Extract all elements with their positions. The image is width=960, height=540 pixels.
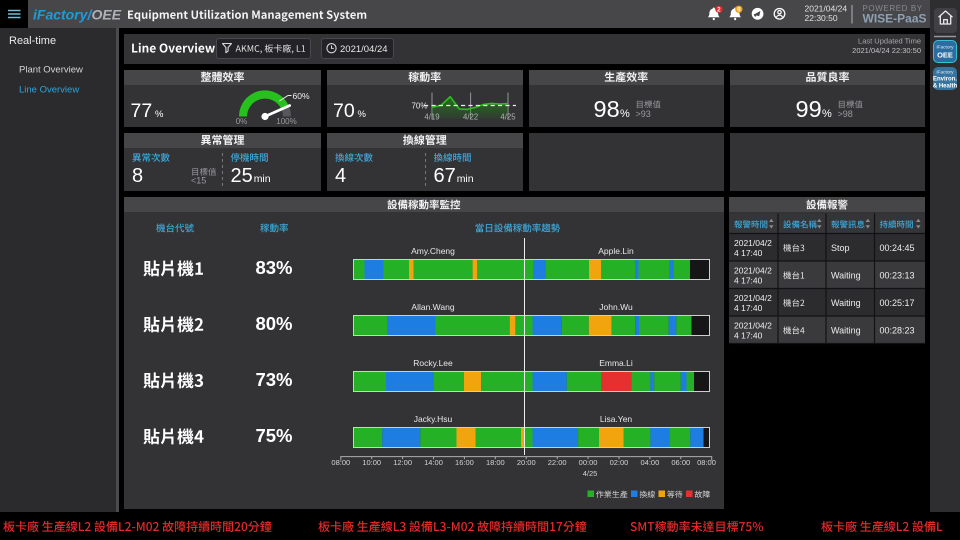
svg-text:2021/04/2: 2021/04/2 [734,293,772,303]
svg-text:08:00: 08:00 [697,458,716,467]
svg-text:Environ.: Environ. [933,77,957,83]
svg-text:min: min [254,173,271,185]
svg-text:77: 77 [131,100,153,122]
svg-text:%: % [155,109,164,120]
svg-text:25: 25 [231,165,253,187]
svg-text:75%: 75% [255,425,292,446]
svg-text:2: 2 [717,7,721,14]
svg-text:60%: 60% [293,91,310,101]
svg-text:& Health: & Health [933,84,958,90]
svg-text:4 17:40: 4 17:40 [734,248,763,258]
svg-text:Real-time: Real-time [9,35,56,47]
svg-text:22:00: 22:00 [548,458,567,467]
svg-text:iFactory/: iFactory/ [33,7,93,23]
svg-text:10:00: 10:00 [362,458,381,467]
svg-text:John.Wu: John.Wu [599,302,633,312]
svg-text:18:00: 18:00 [486,458,505,467]
svg-text:4/22: 4/22 [463,113,478,122]
svg-text:16:00: 16:00 [455,458,474,467]
svg-text:00:25:17: 00:25:17 [880,298,915,308]
svg-text:4: 4 [335,165,346,187]
svg-text:4 17:40: 4 17:40 [734,331,763,341]
svg-text:00:00: 00:00 [579,458,598,467]
svg-text:2021/04/24: 2021/04/24 [805,4,848,14]
svg-text:4/25: 4/25 [583,469,598,478]
svg-text:Stop: Stop [831,243,850,253]
svg-text:Plant Overview: Plant Overview [19,65,83,76]
svg-text:0%: 0% [236,117,248,126]
svg-text:12:00: 12:00 [393,458,412,467]
svg-text:>93: >93 [636,109,651,119]
svg-text:00:28:23: 00:28:23 [880,326,915,336]
svg-text:<15: <15 [191,176,206,186]
svg-text:WISE-PaaS: WISE-PaaS [863,12,927,26]
svg-text:4 17:40: 4 17:40 [734,303,763,313]
svg-text:%: % [822,108,832,120]
svg-text:>98: >98 [838,109,853,119]
svg-text:70%: 70% [411,102,427,111]
svg-text:00:24:45: 00:24:45 [880,243,915,253]
svg-text:POWERED BY: POWERED BY [863,4,923,13]
svg-text:67: 67 [434,165,456,187]
svg-text:Waiting: Waiting [831,298,861,308]
svg-text:%: % [358,109,367,120]
svg-text:iFactory: iFactory [936,45,954,51]
svg-text:2021/04/24 22:30:50: 2021/04/24 22:30:50 [852,46,921,55]
svg-text:98: 98 [594,96,620,122]
svg-text:14:00: 14:00 [424,458,443,467]
svg-text:100%: 100% [276,117,296,126]
svg-text:00:23:13: 00:23:13 [880,271,915,281]
svg-text:min: min [457,173,474,185]
svg-text:73%: 73% [255,369,292,390]
svg-text:2021/04/2: 2021/04/2 [734,238,772,248]
svg-text:20:00: 20:00 [517,458,536,467]
svg-text:83%: 83% [255,257,292,278]
svg-text:Line Overview: Line Overview [19,85,79,96]
svg-text:Waiting: Waiting [831,271,861,281]
svg-text:06:00: 06:00 [671,458,690,467]
svg-text:Emma.Li: Emma.Li [599,358,633,368]
svg-text:4/25: 4/25 [500,113,516,122]
svg-text:Waiting: Waiting [831,326,861,336]
svg-text:99: 99 [796,96,822,122]
svg-text:OEE: OEE [937,51,953,60]
svg-text:2021/04/24: 2021/04/24 [340,44,388,55]
svg-text:2021/04/2: 2021/04/2 [734,266,772,276]
svg-text:Amy.Cheng: Amy.Cheng [411,246,455,256]
svg-text:OEE: OEE [92,7,122,23]
svg-text:Last Updated Time: Last Updated Time [858,37,921,46]
svg-text:Apple.Lin: Apple.Lin [598,246,634,256]
svg-text:9: 9 [737,7,741,14]
svg-text:Jacky.Hsu: Jacky.Hsu [414,414,453,424]
svg-text:22:30:50: 22:30:50 [805,13,838,23]
svg-text:2021/04/2: 2021/04/2 [734,321,772,331]
svg-text:08:00: 08:00 [331,458,350,467]
svg-text:%: % [620,108,630,120]
svg-text:70: 70 [333,100,355,122]
svg-text:Allan.Wang: Allan.Wang [411,302,454,312]
svg-text:Rocky.Lee: Rocky.Lee [413,358,453,368]
svg-text:iFactory: iFactory [936,70,954,76]
svg-text:02:00: 02:00 [610,458,629,467]
svg-text:Lisa.Yen: Lisa.Yen [600,414,633,424]
svg-text:4/19: 4/19 [424,113,439,122]
svg-text:4 17:40: 4 17:40 [734,276,763,286]
svg-text:8: 8 [132,165,143,187]
svg-text:80%: 80% [255,313,292,334]
svg-text:04:00: 04:00 [640,458,659,467]
